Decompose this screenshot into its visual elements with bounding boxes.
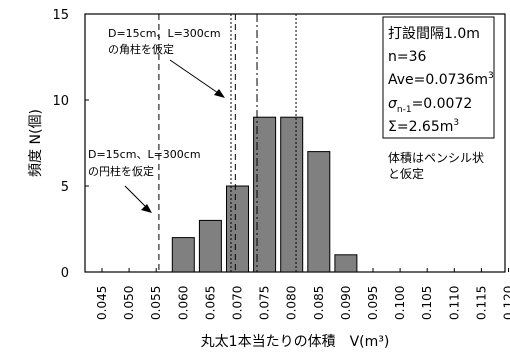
x-tick-label: 0.120 (502, 286, 510, 320)
annotation-round-line2: の円柱を仮定 (88, 164, 154, 178)
stats-ave-main: Ave=0.0736m (388, 72, 488, 88)
bar (307, 151, 331, 273)
y-axis-title: 頻度 N(個) (28, 109, 44, 177)
x-tick-labels: 0.045 0.050 0.055 0.060 0.065 0.070 0.075 0.080… (95, 268, 510, 320)
x-tick-label: 0.060 (176, 286, 190, 320)
annotation-square-arrowhead (214, 89, 225, 98)
stats-ave: Ave=0.0736m3 (388, 71, 494, 88)
stats-sum: Σ=2.65m3 (388, 118, 459, 135)
x-tick-label: 0.050 (122, 286, 136, 320)
y-tick-label: 10 (52, 94, 69, 109)
annotation-round-arrowhead (141, 204, 152, 213)
annotation-round-arrow (124, 185, 149, 210)
stats-sum-main: Σ=2.65m (388, 119, 453, 135)
x-tick-label: 0.105 (420, 286, 434, 320)
x-tick-label: 0.075 (258, 286, 272, 320)
stats-interval: 打設間隔1.0m (388, 25, 480, 42)
stats-box (382, 16, 495, 139)
y-tick-labels: 0 5 10 15 (52, 8, 89, 281)
stats-sigma-value: =0.0072 (412, 96, 473, 112)
x-tick-label: 0.100 (393, 286, 407, 320)
x-tick-label: 0.045 (95, 286, 109, 320)
annotation-pencil-line1: 体積はペンシル状 (388, 150, 484, 165)
stats-n: n=36 (388, 49, 427, 65)
bar (198, 219, 222, 273)
bar (334, 254, 358, 273)
bar (226, 185, 249, 273)
y-tick-label: 5 (61, 180, 69, 195)
stats-sigma-sub: n-1 (397, 105, 412, 115)
x-tick-label: 0.065 (203, 286, 217, 320)
annotation-pencil-line2: と仮定 (388, 166, 424, 181)
bar (171, 237, 195, 273)
x-axis-title: 丸太1本当たりの体積 V(m³) (201, 334, 390, 350)
x-tick-label: 0.095 (366, 286, 380, 320)
x-tick-label: 0.055 (149, 286, 163, 320)
bar (253, 116, 277, 273)
stats-sum-sup: 3 (453, 118, 459, 128)
stats-sigma: σn-1=0.0072 (388, 96, 472, 115)
annotation-square-arrow (169, 59, 222, 96)
x-tick-label: 0.115 (474, 286, 488, 320)
annotation-square-line2: の角柱を仮定 (108, 42, 174, 56)
x-tick-label: 0.110 (447, 286, 461, 320)
x-tick-label: 0.090 (339, 286, 353, 320)
y-tick-label: 15 (52, 8, 69, 23)
reference-lines (158, 14, 297, 272)
annotation-square-line1: D=15cm、L=300cm (108, 27, 221, 40)
y-tick-label: 0 (61, 266, 69, 281)
x-tick-label: 0.080 (285, 286, 299, 320)
bars (171, 116, 358, 273)
bar (280, 116, 304, 273)
x-tick-label: 0.070 (231, 286, 245, 320)
stats-sigma-symbol: σ (388, 96, 398, 112)
x-tick-label: 0.085 (312, 286, 326, 320)
stats-ave-sup: 3 (488, 71, 494, 81)
annotation-round-line1: D=15cm、L=300cm (88, 148, 201, 161)
